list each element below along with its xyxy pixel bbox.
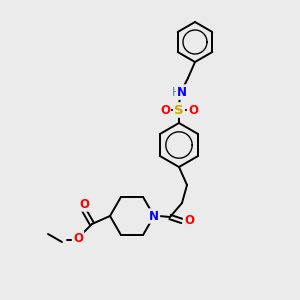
Text: N: N: [177, 85, 187, 98]
Text: O: O: [79, 197, 89, 211]
Text: O: O: [184, 214, 194, 227]
Text: O: O: [73, 232, 83, 244]
Text: H: H: [172, 85, 180, 98]
Text: S: S: [174, 103, 184, 116]
Text: O: O: [160, 103, 170, 116]
Text: N: N: [149, 209, 159, 223]
Text: O: O: [188, 103, 198, 116]
